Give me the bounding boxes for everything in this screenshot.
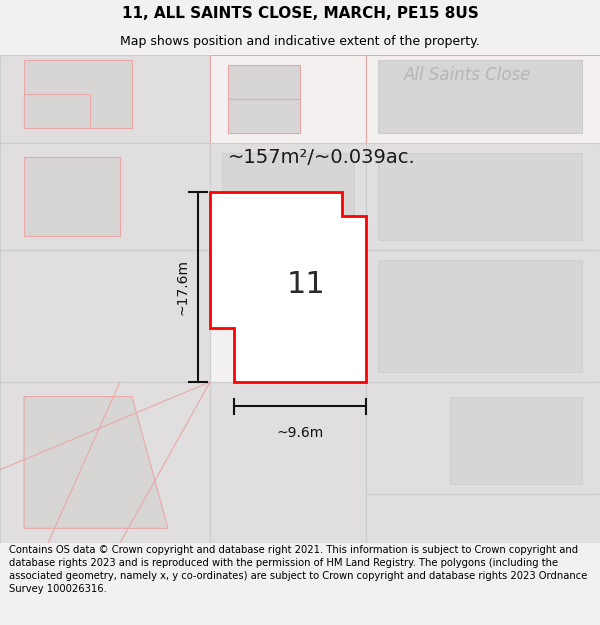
Polygon shape [24,158,120,236]
Polygon shape [0,143,210,250]
Polygon shape [24,94,90,128]
Polygon shape [378,260,582,372]
Polygon shape [210,192,366,382]
Text: 11, ALL SAINTS CLOSE, MARCH, PE15 8US: 11, ALL SAINTS CLOSE, MARCH, PE15 8US [122,6,478,21]
Polygon shape [378,60,582,133]
Polygon shape [366,55,600,143]
Polygon shape [378,152,582,241]
Polygon shape [24,397,168,528]
Polygon shape [210,143,366,250]
Text: All Saints Close: All Saints Close [404,66,532,84]
Polygon shape [450,397,582,484]
Text: ~157m²/~0.039ac.: ~157m²/~0.039ac. [228,148,416,167]
Text: 11: 11 [287,270,325,299]
Polygon shape [366,250,600,382]
Polygon shape [0,382,210,543]
Text: ~17.6m: ~17.6m [176,259,190,315]
Polygon shape [210,382,366,543]
Polygon shape [366,143,600,250]
Text: Map shows position and indicative extent of the property.: Map shows position and indicative extent… [120,35,480,48]
Polygon shape [210,55,366,143]
Polygon shape [0,250,210,382]
Polygon shape [210,55,600,99]
Polygon shape [366,382,600,494]
Polygon shape [228,65,300,133]
Text: Contains OS data © Crown copyright and database right 2021. This information is : Contains OS data © Crown copyright and d… [9,546,587,594]
Text: ~9.6m: ~9.6m [277,426,323,440]
Polygon shape [222,152,354,241]
Polygon shape [0,55,210,143]
Polygon shape [24,60,132,128]
Polygon shape [366,494,600,543]
Polygon shape [228,99,300,133]
